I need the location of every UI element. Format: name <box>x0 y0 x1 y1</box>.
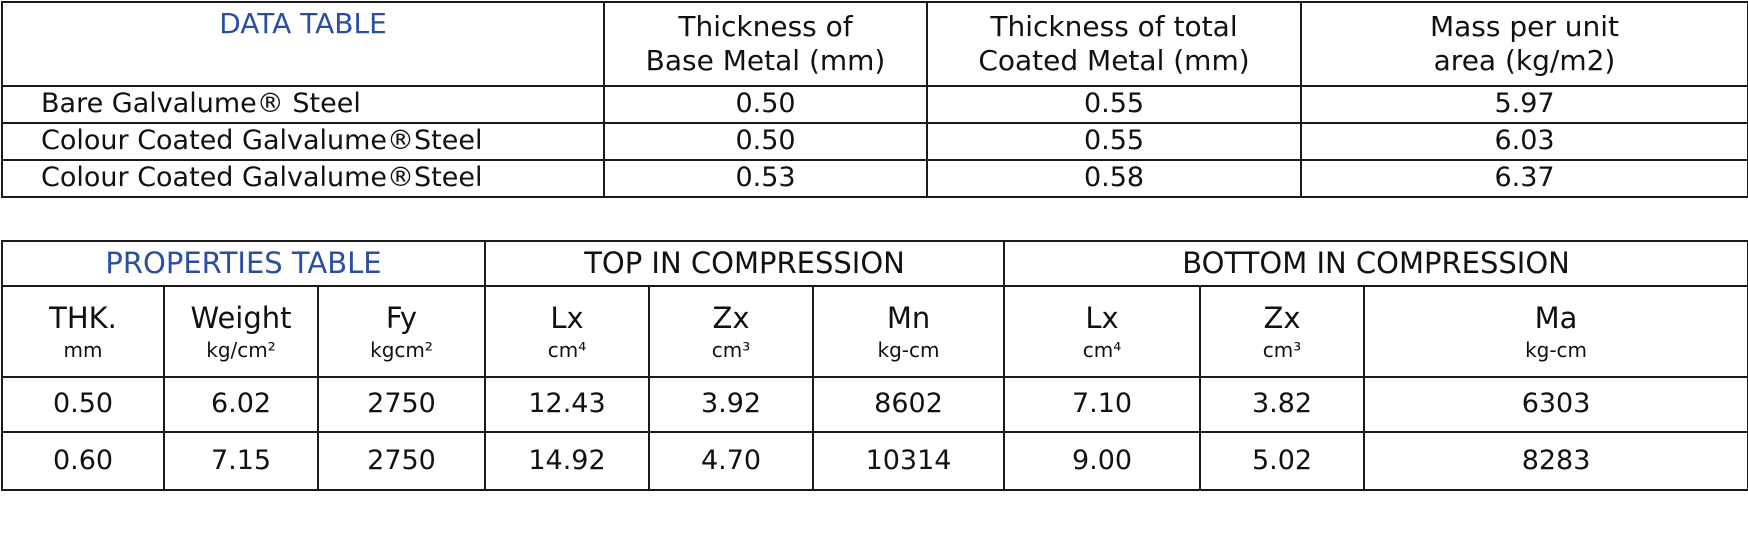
properties-table: PROPERTIES TABLE TOP IN COMPRESSION BOTTOM… <box>0 240 1748 491</box>
cell-value: 0.55 <box>926 122 1302 161</box>
column-unit: cm³ <box>1262 337 1302 362</box>
column-unit: kg-cm <box>877 337 940 362</box>
header-row: THK. mm Weight kg/cm² Fy kgcm² Lx cm⁴ Zx cm³ Mn kg-… <box>1 285 1748 378</box>
cell-value: 6.03 <box>1300 122 1748 161</box>
column-header: Mn kg-cm <box>812 285 1006 378</box>
cell-value: 7.10 <box>1003 376 1202 433</box>
column-unit: kg-cm <box>1525 337 1588 362</box>
cell-value: 6.37 <box>1300 159 1748 198</box>
cell-value: 0.60 <box>1 431 165 491</box>
data-row: Colour Coated Galvalume®Steel 0.53 0.58 6.3… <box>1 159 1748 198</box>
row-label: Colour Coated Galvalume®Steel <box>1 122 605 161</box>
cell-value: 4.70 <box>648 431 815 491</box>
column-header: Thickness of Base Metal (mm) <box>603 1 928 87</box>
group-header: TOP IN COMPRESSION <box>484 240 1006 287</box>
column-name: Mn <box>886 301 931 336</box>
row-label: Bare Galvalume® Steel <box>1 85 605 124</box>
group-row: PROPERTIES TABLE TOP IN COMPRESSION BOTTOM… <box>0 240 1748 287</box>
cell-value: 3.92 <box>648 376 815 433</box>
header-row: DATA TABLE Thickness of Base Metal (mm) Th… <box>1 1 1748 87</box>
column-unit: kgcm² <box>370 337 433 362</box>
cell-value: 0.53 <box>603 159 928 198</box>
data-row: 0.60 7.15 2750 14.92 4.70 10314 9.00 5.02 8283 <box>1 431 1748 491</box>
data-row: 0.50 6.02 2750 12.43 3.92 8602 7.10 3.82 6303 <box>1 376 1748 433</box>
column-unit: kg/cm² <box>206 337 276 362</box>
cell-value: 0.58 <box>926 159 1302 198</box>
column-header: Zx cm³ <box>648 285 815 378</box>
cell-value: 0.50 <box>603 85 928 124</box>
column-header: Zx cm³ <box>1199 285 1366 378</box>
cell-value: 2750 <box>316 431 487 491</box>
column-header: Weight kg/cm² <box>163 285 319 378</box>
cell-value: 3.82 <box>1199 376 1366 433</box>
row-label: Colour Coated Galvalume®Steel <box>1 159 605 198</box>
column-name: Zx <box>1263 301 1301 336</box>
column-name: THK. <box>49 301 117 336</box>
cell-value: 8283 <box>1363 431 1748 491</box>
column-name: Lx <box>1085 301 1119 336</box>
table-title: DATA TABLE <box>1 1 605 87</box>
data-row: Bare Galvalume® Steel 0.50 0.55 5.97 <box>1 85 1748 124</box>
cell-value: 7.15 <box>163 431 319 491</box>
column-header: Ma kg-cm <box>1363 285 1748 378</box>
column-header: Lx cm⁴ <box>484 285 651 378</box>
cell-value: 6303 <box>1363 376 1748 433</box>
cell-value: 5.97 <box>1300 85 1748 124</box>
cell-value: 6.02 <box>163 376 319 433</box>
column-unit: cm⁴ <box>1082 337 1122 362</box>
cell-value: 0.50 <box>1 376 165 433</box>
column-unit: mm <box>63 337 103 362</box>
data-row: Colour Coated Galvalume®Steel 0.50 0.55 6.0… <box>1 122 1748 161</box>
cell-value: 5.02 <box>1199 431 1366 491</box>
data-table: DATA TABLE Thickness of Base Metal (mm) Th… <box>1 1 1748 198</box>
cell-value: 8602 <box>812 376 1006 433</box>
column-name: Ma <box>1534 301 1578 336</box>
column-name: Zx <box>712 301 750 336</box>
column-header: Fy kgcm² <box>316 285 487 378</box>
cell-value: 0.50 <box>603 122 928 161</box>
column-unit: cm⁴ <box>547 337 587 362</box>
table-title: PROPERTIES TABLE <box>0 240 487 287</box>
cell-value: 2750 <box>316 376 487 433</box>
column-header: Lx cm⁴ <box>1003 285 1202 378</box>
column-header: Thickness of total Coated Metal (mm) <box>926 1 1302 87</box>
column-name: Lx <box>550 301 584 336</box>
column-name: Weight <box>190 301 292 336</box>
cell-value: 9.00 <box>1003 431 1202 491</box>
column-header: THK. mm <box>1 285 165 378</box>
group-header: BOTTOM IN COMPRESSION <box>1003 240 1748 287</box>
cell-value: 12.43 <box>484 376 651 433</box>
column-name: Fy <box>385 301 418 336</box>
cell-value: 0.55 <box>926 85 1302 124</box>
cell-value: 14.92 <box>484 431 651 491</box>
column-header: Mass per unit area (kg/m2) <box>1300 1 1748 87</box>
column-unit: cm³ <box>711 337 751 362</box>
cell-value: 10314 <box>812 431 1006 491</box>
